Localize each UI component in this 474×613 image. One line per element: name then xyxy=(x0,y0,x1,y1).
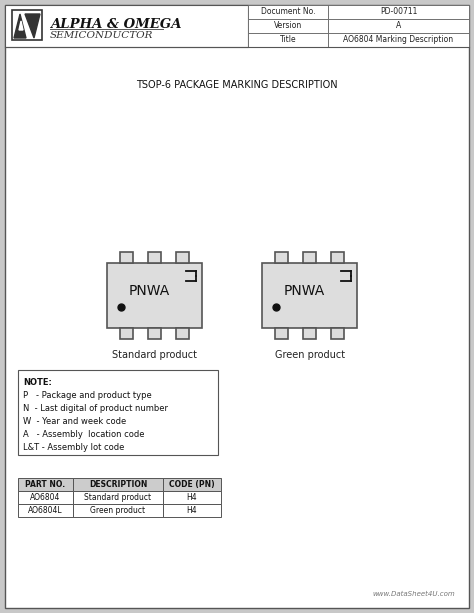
Text: Green product: Green product xyxy=(275,351,345,360)
Text: L&T - Assembly lot code: L&T - Assembly lot code xyxy=(23,443,124,452)
Bar xyxy=(73,491,163,504)
Bar xyxy=(331,251,345,262)
Bar xyxy=(12,10,42,40)
Bar xyxy=(328,19,469,33)
Text: PART NO.: PART NO. xyxy=(26,480,65,489)
Text: N  - Last digital of product number: N - Last digital of product number xyxy=(23,404,168,413)
Bar xyxy=(163,491,221,504)
Text: Standard product: Standard product xyxy=(112,351,198,360)
Bar xyxy=(163,478,221,491)
Bar xyxy=(108,262,202,327)
Text: Document No.: Document No. xyxy=(261,7,315,17)
Text: www.DataSheet4U.com: www.DataSheet4U.com xyxy=(372,591,455,597)
Text: A: A xyxy=(396,21,401,31)
Text: P   - Package and product type: P - Package and product type xyxy=(23,391,152,400)
Bar xyxy=(275,251,289,262)
Bar xyxy=(176,327,190,338)
Text: ALPHA & OMEGA: ALPHA & OMEGA xyxy=(50,18,182,31)
Polygon shape xyxy=(14,14,26,38)
Text: Green product: Green product xyxy=(91,506,146,515)
Text: H4: H4 xyxy=(187,506,197,515)
Text: SEMICONDUCTOR: SEMICONDUCTOR xyxy=(50,31,154,40)
Bar xyxy=(176,251,190,262)
Text: AO6804L: AO6804L xyxy=(28,506,63,515)
Bar xyxy=(120,327,134,338)
Bar xyxy=(248,33,328,47)
Bar xyxy=(303,327,317,338)
Text: DESCRIPTION: DESCRIPTION xyxy=(89,480,147,489)
Bar xyxy=(331,327,345,338)
Text: AO6804 Marking Description: AO6804 Marking Description xyxy=(344,36,454,45)
Text: PNWA: PNWA xyxy=(128,284,170,298)
Bar xyxy=(328,33,469,47)
Polygon shape xyxy=(25,14,40,38)
Bar xyxy=(120,251,134,262)
Text: CODE (PN): CODE (PN) xyxy=(169,480,215,489)
Text: NOTE:: NOTE: xyxy=(23,378,52,387)
Bar xyxy=(303,251,317,262)
Bar xyxy=(18,478,73,491)
Text: A   - Assembly  location code: A - Assembly location code xyxy=(23,430,145,439)
Bar xyxy=(248,19,328,33)
Bar xyxy=(148,327,162,338)
Bar xyxy=(148,251,162,262)
Text: AO6804: AO6804 xyxy=(30,493,61,502)
Polygon shape xyxy=(19,21,23,30)
Bar xyxy=(18,504,73,517)
Bar xyxy=(248,5,328,19)
Text: Version: Version xyxy=(274,21,302,31)
Text: H4: H4 xyxy=(187,493,197,502)
Bar xyxy=(73,504,163,517)
Text: PD-00711: PD-00711 xyxy=(380,7,417,17)
Text: Standard product: Standard product xyxy=(84,493,152,502)
Text: PNWA: PNWA xyxy=(283,284,325,298)
Bar xyxy=(18,370,218,455)
Text: TSOP-6 PACKAGE MARKING DESCRIPTION: TSOP-6 PACKAGE MARKING DESCRIPTION xyxy=(136,80,338,90)
Bar xyxy=(73,478,163,491)
Bar xyxy=(263,262,357,327)
Text: W  - Year and week code: W - Year and week code xyxy=(23,417,126,426)
Bar xyxy=(5,5,248,47)
Bar xyxy=(275,327,289,338)
Bar xyxy=(163,504,221,517)
Text: Title: Title xyxy=(280,36,296,45)
Bar xyxy=(328,5,469,19)
Bar xyxy=(18,491,73,504)
